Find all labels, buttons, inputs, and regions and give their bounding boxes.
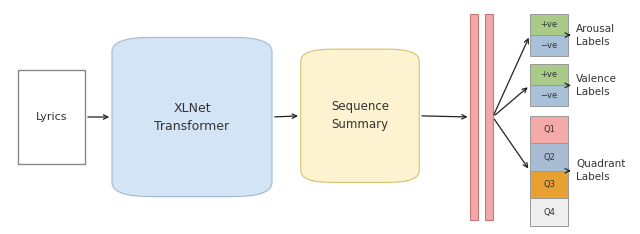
FancyBboxPatch shape	[530, 143, 568, 171]
Text: Q3: Q3	[543, 180, 555, 189]
Text: −ve: −ve	[541, 91, 557, 100]
Text: +ve: +ve	[541, 70, 557, 79]
Text: +ve: +ve	[541, 20, 557, 29]
Text: Arousal
Labels: Arousal Labels	[576, 23, 615, 47]
FancyBboxPatch shape	[530, 171, 568, 198]
FancyBboxPatch shape	[530, 35, 568, 56]
FancyBboxPatch shape	[530, 198, 568, 226]
FancyBboxPatch shape	[530, 14, 568, 35]
FancyBboxPatch shape	[18, 70, 85, 164]
Text: XLNet
Transformer: XLNet Transformer	[154, 102, 230, 132]
FancyBboxPatch shape	[112, 37, 272, 197]
Text: Valence
Labels: Valence Labels	[576, 74, 617, 97]
Text: Quadrant
Labels: Quadrant Labels	[576, 159, 625, 183]
Text: Q1: Q1	[543, 125, 555, 134]
Text: Q2: Q2	[543, 153, 555, 161]
FancyBboxPatch shape	[530, 85, 568, 106]
FancyBboxPatch shape	[530, 116, 568, 143]
FancyBboxPatch shape	[530, 64, 568, 85]
Text: Sequence
Summary: Sequence Summary	[331, 100, 389, 131]
Text: Q4: Q4	[543, 208, 555, 216]
FancyBboxPatch shape	[485, 14, 493, 220]
Text: −ve: −ve	[541, 41, 557, 50]
FancyBboxPatch shape	[301, 49, 419, 183]
Text: Lyrics: Lyrics	[36, 112, 67, 122]
FancyBboxPatch shape	[470, 14, 478, 220]
